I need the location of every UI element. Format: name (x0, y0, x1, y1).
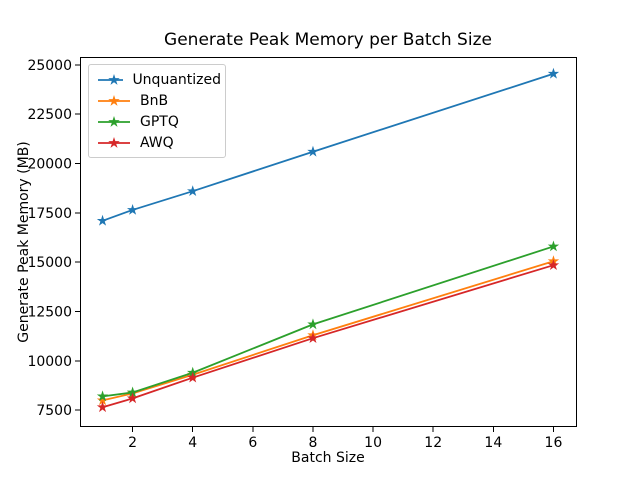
marker-star-gptq (96, 390, 109, 402)
legend-entry-unquantized: Unquantized (97, 69, 221, 90)
x-tick-label: 16 (545, 435, 563, 451)
legend-entry-bnb: BnB (97, 90, 221, 111)
y-tick-label: 10000 (27, 354, 72, 370)
y-tick-label: 17500 (27, 206, 72, 222)
legend-label: BnB (140, 92, 169, 109)
legend-entry-gptq: GPTQ (97, 111, 221, 132)
series-line-gptq (102, 245, 554, 398)
legend-line-star-icon (98, 73, 124, 85)
marker-star-gptq (307, 318, 319, 330)
chart-title: Generate Peak Memory per Batch Size (164, 30, 492, 50)
marker-star-unquantized (126, 203, 139, 215)
x-tick-label: 2 (128, 435, 137, 451)
y-tick-label: 15000 (27, 255, 72, 271)
marker-star-gptq (126, 386, 139, 398)
series-line-awq (102, 264, 554, 409)
x-axis-label: Batch Size (291, 450, 365, 466)
legend-label: GPTQ (140, 113, 179, 130)
marker-star-bnb (96, 394, 109, 406)
marker-star-unquantized (187, 185, 199, 197)
legend-line-star-icon (98, 94, 130, 106)
marker-star-unquantized (96, 214, 109, 226)
legend-label: Unquantized (132, 71, 221, 88)
x-tick-label: 8 (309, 435, 318, 451)
legend-line-star-icon (98, 115, 130, 127)
x-tick-label: 12 (424, 435, 442, 451)
x-tick-label: 4 (188, 435, 197, 451)
legend-entry-awq: AWQ (97, 132, 221, 153)
legend-label: AWQ (140, 134, 174, 151)
y-tick-label: 20000 (27, 157, 72, 173)
marker-star-unquantized (547, 67, 560, 79)
marker-star-gptq (547, 240, 560, 252)
marker-star-awq (126, 392, 139, 404)
marker-star-awq (307, 332, 319, 344)
y-axis-label: Generate Peak Memory (MB) (16, 141, 32, 343)
axes-frame (80, 57, 577, 427)
marker-star-awq (547, 259, 560, 271)
y-tick-label: 7500 (36, 403, 72, 419)
x-tick-label: 6 (248, 435, 257, 451)
x-tick-label: 10 (364, 435, 382, 451)
legend-line-star-icon (98, 136, 130, 148)
legend: Unquantized BnB GPTQ AWQ (88, 64, 226, 158)
y-tick-label: 25000 (27, 58, 72, 74)
y-tick-label: 22500 (27, 107, 72, 123)
marker-star-awq (187, 371, 199, 383)
marker-star-unquantized (307, 145, 319, 157)
y-tick-label: 12500 (27, 305, 72, 321)
x-tick-label: 14 (484, 435, 502, 451)
marker-star-awq (96, 401, 109, 413)
